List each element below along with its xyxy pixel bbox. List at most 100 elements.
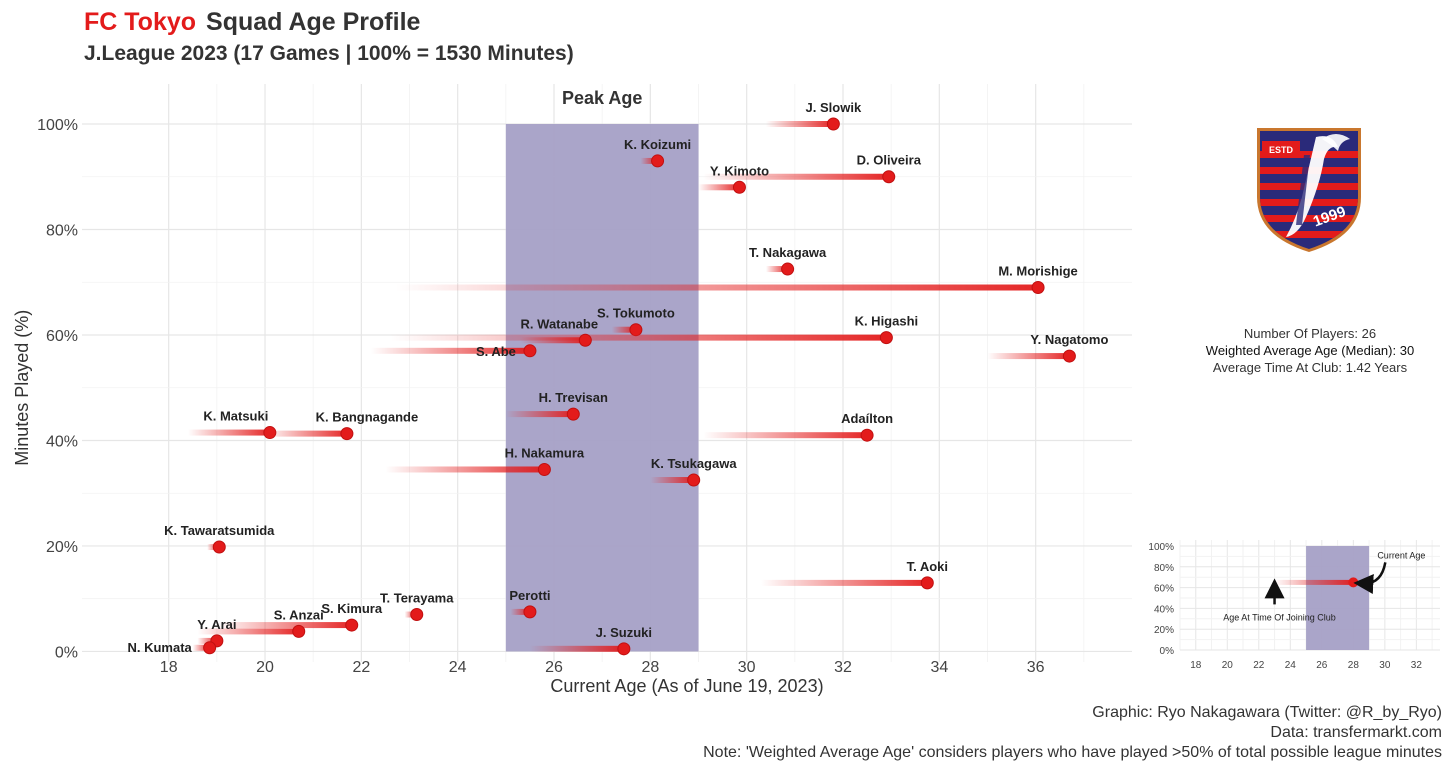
club-name: FC Tokyo xyxy=(84,8,197,36)
tenure-segment xyxy=(192,644,210,651)
player-point xyxy=(826,117,840,131)
footer: Graphic: Ryo Nakagawara (Twitter: @R_by_… xyxy=(703,703,1442,763)
tenure-segment xyxy=(650,477,694,484)
player-label: Y. Nagatomo xyxy=(1030,332,1108,347)
player-point xyxy=(523,605,537,619)
chart-title: FC Tokyo Squad Age Profile xyxy=(84,8,420,37)
player-label: K. Tawaratsumida xyxy=(164,523,275,538)
inset-x-tick-label: 24 xyxy=(1285,660,1297,671)
player-point xyxy=(340,427,354,441)
inset-peak-band xyxy=(1306,546,1370,650)
inset-x-tick-label: 18 xyxy=(1190,660,1202,671)
player-label: S. Tokumoto xyxy=(597,306,675,321)
player-label: K. Koizumi xyxy=(624,137,691,152)
tenure-segment xyxy=(197,628,299,635)
tenure-segment xyxy=(520,337,586,344)
tenure-segment xyxy=(216,622,352,629)
player-label: H. Nakamura xyxy=(505,445,585,460)
x-tick-label: 34 xyxy=(930,659,948,676)
current-age-arrow xyxy=(1353,562,1387,594)
inset-y-tick-label: 40% xyxy=(1154,604,1174,615)
peak-age-band xyxy=(505,124,699,652)
player-point xyxy=(732,180,746,194)
inset-x-tick-label: 30 xyxy=(1379,660,1391,671)
player-label: S. Kimura xyxy=(321,601,382,616)
x-tick-label: 20 xyxy=(256,659,274,676)
x-tick-label: 32 xyxy=(834,659,852,676)
player-label: M. Morishige xyxy=(998,264,1077,279)
player-point xyxy=(566,407,580,421)
player-label: D. Oliveira xyxy=(857,153,922,168)
inset-joined-age-label: Age At Time Of Joining Club xyxy=(1223,612,1336,622)
player-label: Y. Kimoto xyxy=(710,163,769,178)
inset-current-age-label: Current Age xyxy=(1377,550,1425,560)
player-label: Y. Arai xyxy=(197,617,236,632)
footer-graphic: Graphic: Ryo Nakagawara (Twitter: @R_by_… xyxy=(1092,704,1442,721)
player-point xyxy=(578,333,592,347)
y-tick-label: 0% xyxy=(55,644,78,661)
chart-subtitle: J.League 2023 (17 Games | 100% = 1530 Mi… xyxy=(84,42,574,65)
tenure-segment xyxy=(640,157,658,164)
fc-tokyo-crest-icon: ESTD 1999 xyxy=(1257,128,1361,252)
tenure-segment xyxy=(385,466,545,473)
player-point xyxy=(651,154,665,168)
inset-tenure-segment xyxy=(1274,579,1354,585)
squad-stats: Number Of Players: 26 Weighted Average A… xyxy=(1160,325,1456,376)
tenure-segment xyxy=(505,411,574,418)
inset-y-tick-label: 60% xyxy=(1154,584,1174,595)
tenure-segment xyxy=(703,432,868,439)
player-label: K. Bangnagande xyxy=(316,410,419,425)
tenure-segment xyxy=(765,266,788,273)
player-point xyxy=(292,624,306,638)
tenure-segment xyxy=(611,326,636,333)
player-point xyxy=(781,262,795,276)
player-label: S. Abe xyxy=(476,344,516,359)
peak-age-label: Peak Age xyxy=(562,88,642,108)
player-label: T. Nakagawa xyxy=(749,245,827,260)
title-text: Squad Age Profile xyxy=(206,8,421,36)
inset-x-tick-label: 20 xyxy=(1222,660,1234,671)
x-tick-label: 18 xyxy=(160,659,178,676)
player-point xyxy=(617,642,631,656)
y-tick-label: 60% xyxy=(46,328,78,345)
player-label: S. Anzai xyxy=(274,607,324,622)
player-label: K. Tsukagawa xyxy=(651,456,738,471)
tenure-segment xyxy=(987,353,1070,360)
player-point xyxy=(212,540,226,554)
player-label: R. Watanabe xyxy=(521,316,599,331)
inset-y-tick-label: 100% xyxy=(1148,542,1174,553)
tenure-segment xyxy=(187,429,270,436)
player-point xyxy=(860,428,874,442)
player-point xyxy=(1062,349,1076,363)
player-point xyxy=(537,462,551,476)
player-point xyxy=(879,331,893,345)
player-point xyxy=(687,473,701,487)
tenure-segment xyxy=(370,347,530,354)
stat-avg-time: Average Time At Club: 1.42 Years xyxy=(1212,360,1408,375)
y-tick-label: 20% xyxy=(46,539,78,556)
player-label: K. Matsuki xyxy=(203,409,268,424)
x-tick-label: 24 xyxy=(449,659,467,676)
stat-weighted-age: Weighted Average Age (Median): 30 xyxy=(1205,343,1415,358)
footer-data: Data: transfermarkt.com xyxy=(1270,724,1442,741)
y-axis-label: Minutes Played (%) xyxy=(12,310,32,466)
x-tick-label: 22 xyxy=(352,659,370,676)
inset-y-tick-label: 0% xyxy=(1160,646,1175,657)
player-label: K. Higashi xyxy=(855,314,919,329)
inset-x-tick-label: 32 xyxy=(1411,660,1423,671)
logo-estd: ESTD xyxy=(1269,145,1294,155)
tenure-segment xyxy=(765,121,834,127)
stat-players: Number Of Players: 26 xyxy=(1243,326,1377,341)
x-tick-label: 26 xyxy=(545,659,563,676)
player-point xyxy=(203,641,217,655)
inset-x-tick-label: 28 xyxy=(1348,660,1360,671)
player-point xyxy=(523,344,537,358)
y-tick-label: 40% xyxy=(46,433,78,450)
tenure-segment xyxy=(761,579,928,586)
player-label: J. Slowik xyxy=(806,100,862,115)
inset-player-point xyxy=(1348,577,1359,588)
inset-x-tick-label: 26 xyxy=(1316,660,1328,671)
player-label: H. Trevisan xyxy=(539,390,608,405)
player-point xyxy=(1031,281,1045,295)
